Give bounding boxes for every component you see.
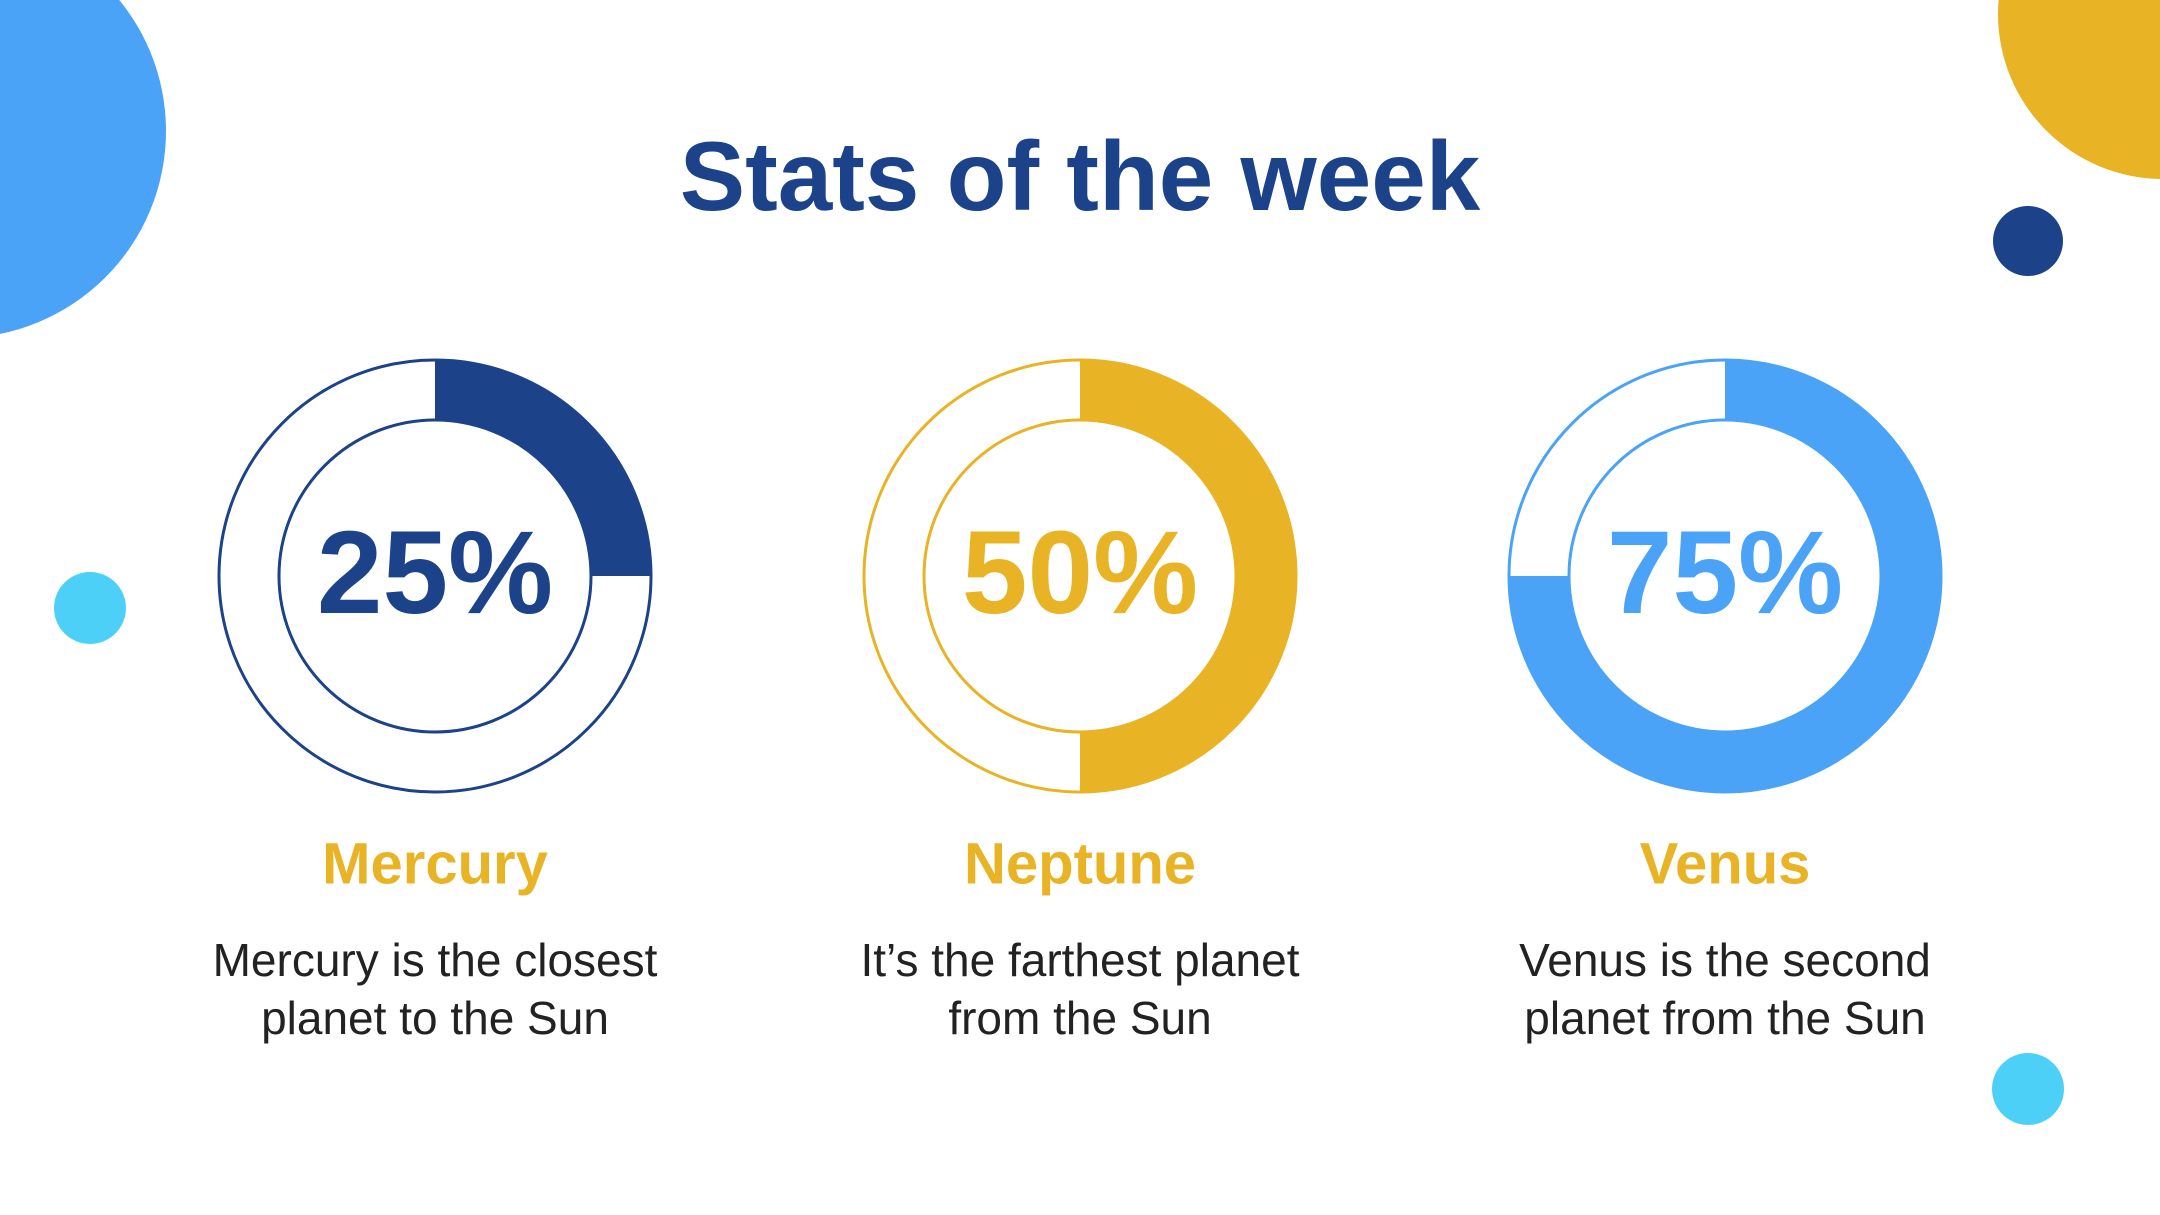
- chart-title: Mercury: [322, 831, 548, 896]
- description: Mercury is the closest planet to the Sun: [212, 934, 658, 1044]
- decor-dot: [1993, 206, 2063, 276]
- chart-title: Venus: [1640, 831, 1811, 896]
- value-label: 75%: [1607, 507, 1843, 639]
- slide-title: Stats of the week: [680, 121, 1481, 231]
- decor-dot: [1992, 1053, 2064, 1125]
- decor-dot: [54, 572, 126, 644]
- decor-circle: [0, 0, 166, 334]
- chart-title: Neptune: [964, 831, 1196, 896]
- value-label: 25%: [317, 507, 553, 639]
- description: Venus is the second planet from the Sun: [1519, 934, 1931, 1044]
- description: It’s the farthest planet from the Sun: [860, 934, 1300, 1044]
- decor-circle: [1998, 0, 2160, 179]
- donut-segment: [435, 360, 651, 576]
- donut-segment: [1080, 360, 1296, 792]
- value-label: 50%: [962, 507, 1198, 639]
